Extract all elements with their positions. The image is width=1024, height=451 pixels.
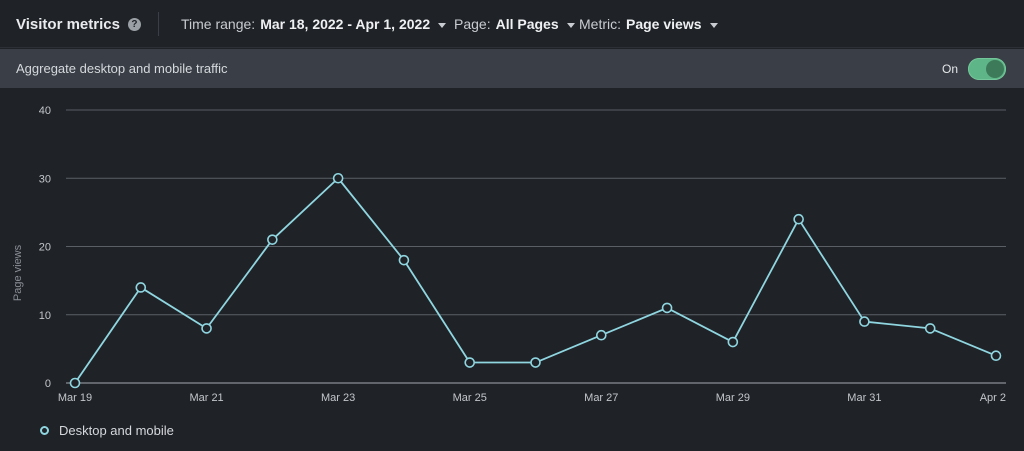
aggregate-label: Aggregate desktop and mobile traffic	[16, 61, 228, 76]
chevron-down-icon	[709, 22, 718, 28]
data-point	[661, 302, 673, 314]
x-tick-label: Mar 19	[58, 392, 92, 404]
line-chart: 0 10 20 30 40 Mar 19 Mar 21 Mar 23 Mar 25 Mar 27 M…	[12, 105, 1006, 404]
x-tick-label: Mar 27	[584, 392, 618, 404]
y-tick-label: 30	[39, 173, 51, 185]
data-point	[530, 357, 541, 368]
axis-layer: 0 10 20 30 40 Mar 19 Mar 21 Mar 23 Mar 25 Mar 27 M…	[39, 105, 1006, 404]
toggle-state-label: On	[941, 61, 958, 76]
legend-label: Desktop and mobile	[59, 423, 174, 438]
y-tick-label: 40	[39, 105, 51, 117]
y-tick-label: 0	[45, 378, 51, 390]
time-range-value: Mar 18, 2022 - Apr 1, 2022	[260, 16, 431, 32]
toggle-knob	[986, 59, 1004, 78]
y-tick-label: 10	[39, 310, 51, 322]
y-axis-label: Page views	[12, 244, 24, 301]
metric-label: Metric:	[579, 16, 621, 32]
aggregate-bar: Aggregate desktop and mobile traffic On	[0, 49, 1024, 88]
toolbar-divider	[158, 12, 159, 36]
x-tick-label: Mar 29	[716, 392, 750, 404]
data-point	[398, 254, 410, 266]
chevron-down-icon	[438, 22, 447, 28]
top-toolbar: Visitor metrics ? Time range: Mar 18, 20…	[0, 0, 1024, 48]
page-title: Visitor metrics	[16, 15, 120, 33]
data-point	[201, 323, 212, 334]
series-line	[74, 177, 997, 384]
help-icon[interactable]: ?	[127, 17, 141, 31]
x-tick-label: Mar 23	[321, 392, 355, 404]
page-dropdown[interactable]: Page: All Pages	[454, 0, 575, 48]
data-point	[727, 336, 739, 348]
legend-marker-icon	[40, 426, 49, 435]
page-value: All Pages	[495, 16, 559, 32]
x-tick-label: Mar 25	[453, 392, 487, 404]
data-point	[924, 323, 936, 334]
time-range-dropdown[interactable]: Time range: Mar 18, 2022 - Apr 1, 2022	[181, 0, 447, 48]
chevron-down-icon	[566, 22, 575, 28]
data-point	[990, 350, 1002, 362]
page-title-group: Visitor metrics ?	[16, 0, 141, 48]
data-point	[793, 213, 804, 225]
data-point	[267, 234, 278, 245]
legend: Desktop and mobile	[40, 423, 174, 438]
data-point	[332, 172, 344, 184]
data-point	[135, 282, 147, 293]
y-tick-label: 20	[39, 242, 51, 254]
aggregate-toggle[interactable]	[968, 57, 1006, 80]
series-layer	[69, 172, 1002, 389]
page-label: Page:	[454, 16, 491, 32]
metric-dropdown[interactable]: Metric: Page views	[579, 0, 718, 48]
data-point	[859, 316, 870, 327]
metric-value: Page views	[626, 16, 702, 32]
x-tick-label: Apr 2	[980, 392, 1006, 404]
data-point	[464, 357, 476, 368]
x-tick-label: Mar 21	[189, 392, 223, 404]
time-range-label: Time range:	[181, 16, 256, 32]
grid-layer	[66, 109, 1006, 384]
aggregate-toggle-group: On	[941, 57, 1006, 80]
data-point	[595, 329, 607, 341]
data-point	[69, 377, 81, 389]
x-tick-label: Mar 31	[847, 392, 881, 404]
